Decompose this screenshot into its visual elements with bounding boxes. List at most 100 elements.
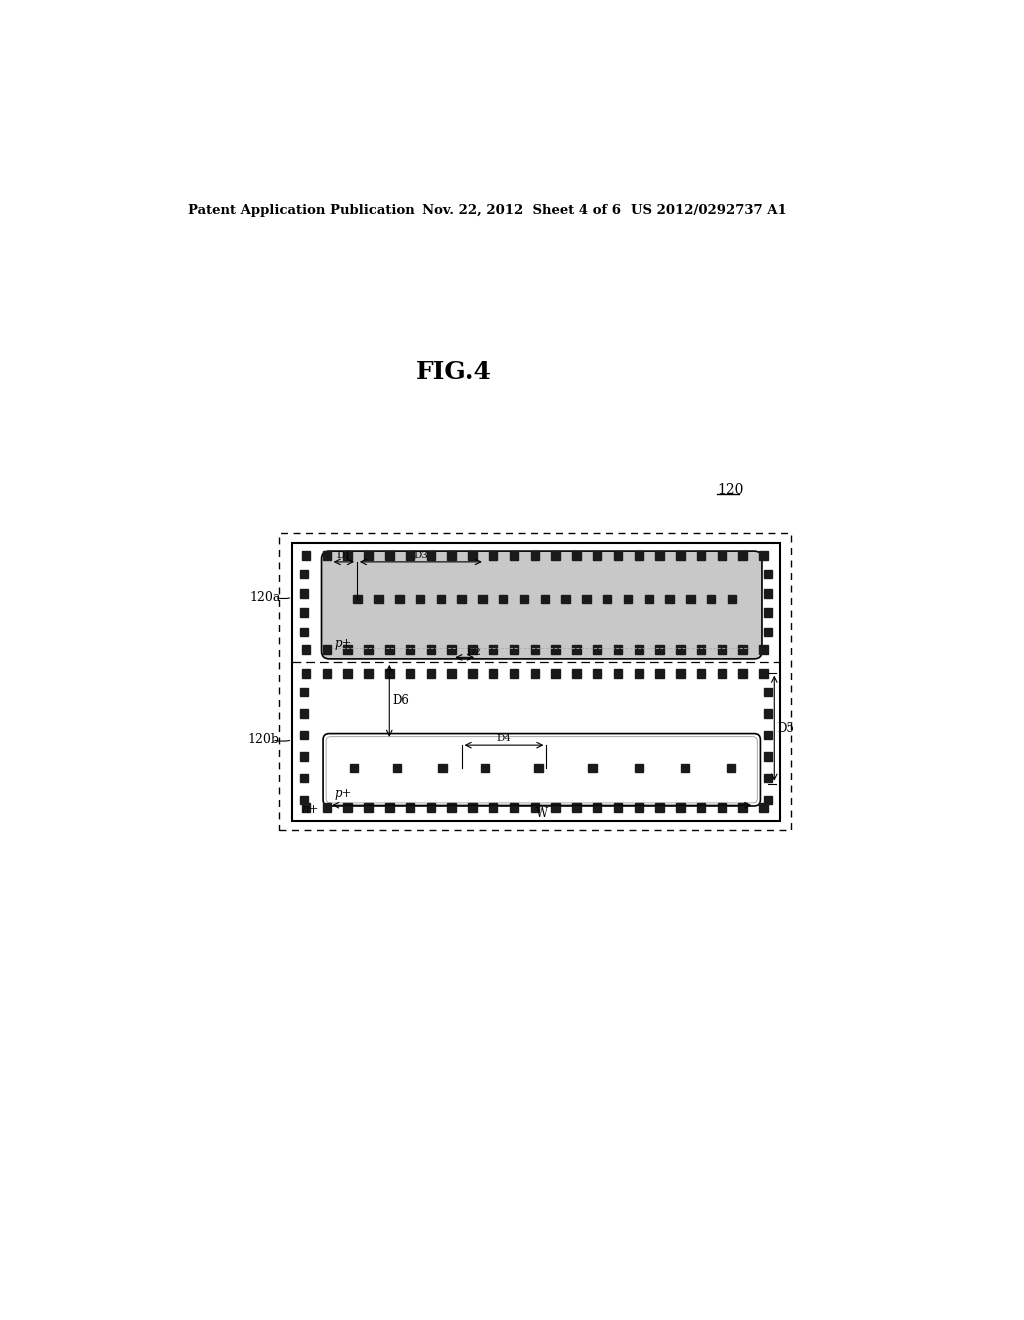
Bar: [764, 589, 772, 598]
Bar: [300, 731, 308, 739]
Bar: [365, 669, 373, 677]
Bar: [365, 645, 373, 653]
Bar: [561, 594, 569, 603]
Bar: [406, 645, 415, 653]
Bar: [655, 669, 664, 677]
Bar: [764, 709, 772, 718]
Bar: [676, 669, 685, 677]
Text: W: W: [536, 807, 548, 820]
Text: p+: p+: [335, 638, 352, 649]
Bar: [738, 804, 746, 812]
Bar: [593, 645, 601, 653]
Bar: [728, 594, 736, 603]
Bar: [343, 669, 352, 677]
Bar: [300, 688, 308, 696]
Bar: [427, 552, 435, 560]
Bar: [613, 645, 623, 653]
Text: D6: D6: [392, 694, 410, 708]
Text: Patent Application Publication: Patent Application Publication: [188, 205, 415, 218]
Bar: [759, 645, 768, 653]
Bar: [447, 552, 456, 560]
Bar: [764, 731, 772, 739]
FancyBboxPatch shape: [323, 734, 761, 807]
Bar: [468, 804, 477, 812]
Text: D1: D1: [337, 552, 351, 561]
Bar: [707, 594, 716, 603]
Bar: [385, 645, 393, 653]
Bar: [300, 774, 308, 783]
Bar: [406, 552, 415, 560]
Bar: [510, 804, 518, 812]
Text: p+: p+: [335, 787, 352, 800]
Bar: [759, 552, 768, 560]
Bar: [436, 594, 445, 603]
Bar: [759, 669, 768, 677]
Bar: [613, 552, 623, 560]
Bar: [718, 669, 726, 677]
Bar: [530, 804, 539, 812]
Bar: [300, 609, 308, 616]
Bar: [593, 804, 601, 812]
Bar: [551, 669, 560, 677]
Bar: [280, 533, 792, 830]
Bar: [764, 628, 772, 636]
Bar: [385, 804, 393, 812]
Bar: [727, 764, 735, 772]
Bar: [541, 594, 549, 603]
Bar: [613, 804, 623, 812]
Bar: [489, 552, 498, 560]
Bar: [764, 570, 772, 578]
Text: D3: D3: [414, 552, 428, 561]
Bar: [365, 804, 373, 812]
Bar: [535, 764, 543, 772]
Text: n+: n+: [301, 803, 319, 816]
Bar: [697, 669, 706, 677]
Bar: [323, 804, 331, 812]
Bar: [676, 804, 685, 812]
Bar: [764, 796, 772, 804]
Bar: [302, 552, 310, 560]
Bar: [697, 552, 706, 560]
Bar: [635, 552, 643, 560]
Bar: [406, 669, 415, 677]
Bar: [510, 552, 518, 560]
Bar: [738, 645, 746, 653]
Bar: [478, 594, 486, 603]
Bar: [589, 764, 597, 772]
Text: FIG.4: FIG.4: [416, 360, 492, 384]
Text: D4: D4: [497, 734, 511, 743]
Bar: [635, 669, 643, 677]
Bar: [302, 669, 310, 677]
Bar: [764, 752, 772, 760]
Text: 120b: 120b: [248, 733, 280, 746]
Bar: [416, 594, 424, 603]
Bar: [624, 594, 632, 603]
Bar: [697, 804, 706, 812]
Bar: [759, 804, 768, 812]
Bar: [718, 552, 726, 560]
Bar: [738, 552, 746, 560]
Bar: [300, 589, 308, 598]
Bar: [323, 645, 331, 653]
Bar: [572, 645, 581, 653]
Bar: [300, 796, 308, 804]
Bar: [438, 764, 446, 772]
Text: Nov. 22, 2012  Sheet 4 of 6: Nov. 22, 2012 Sheet 4 of 6: [422, 205, 621, 218]
Bar: [480, 764, 489, 772]
Bar: [593, 669, 601, 677]
Bar: [489, 645, 498, 653]
Bar: [468, 669, 477, 677]
Bar: [551, 804, 560, 812]
Bar: [323, 552, 331, 560]
Bar: [572, 669, 581, 677]
Bar: [468, 552, 477, 560]
Text: 120a: 120a: [250, 591, 282, 603]
Bar: [385, 669, 393, 677]
Bar: [343, 804, 352, 812]
Bar: [635, 764, 643, 772]
Bar: [292, 544, 779, 821]
Bar: [300, 752, 308, 760]
Bar: [447, 645, 456, 653]
Bar: [572, 804, 581, 812]
Bar: [681, 764, 689, 772]
